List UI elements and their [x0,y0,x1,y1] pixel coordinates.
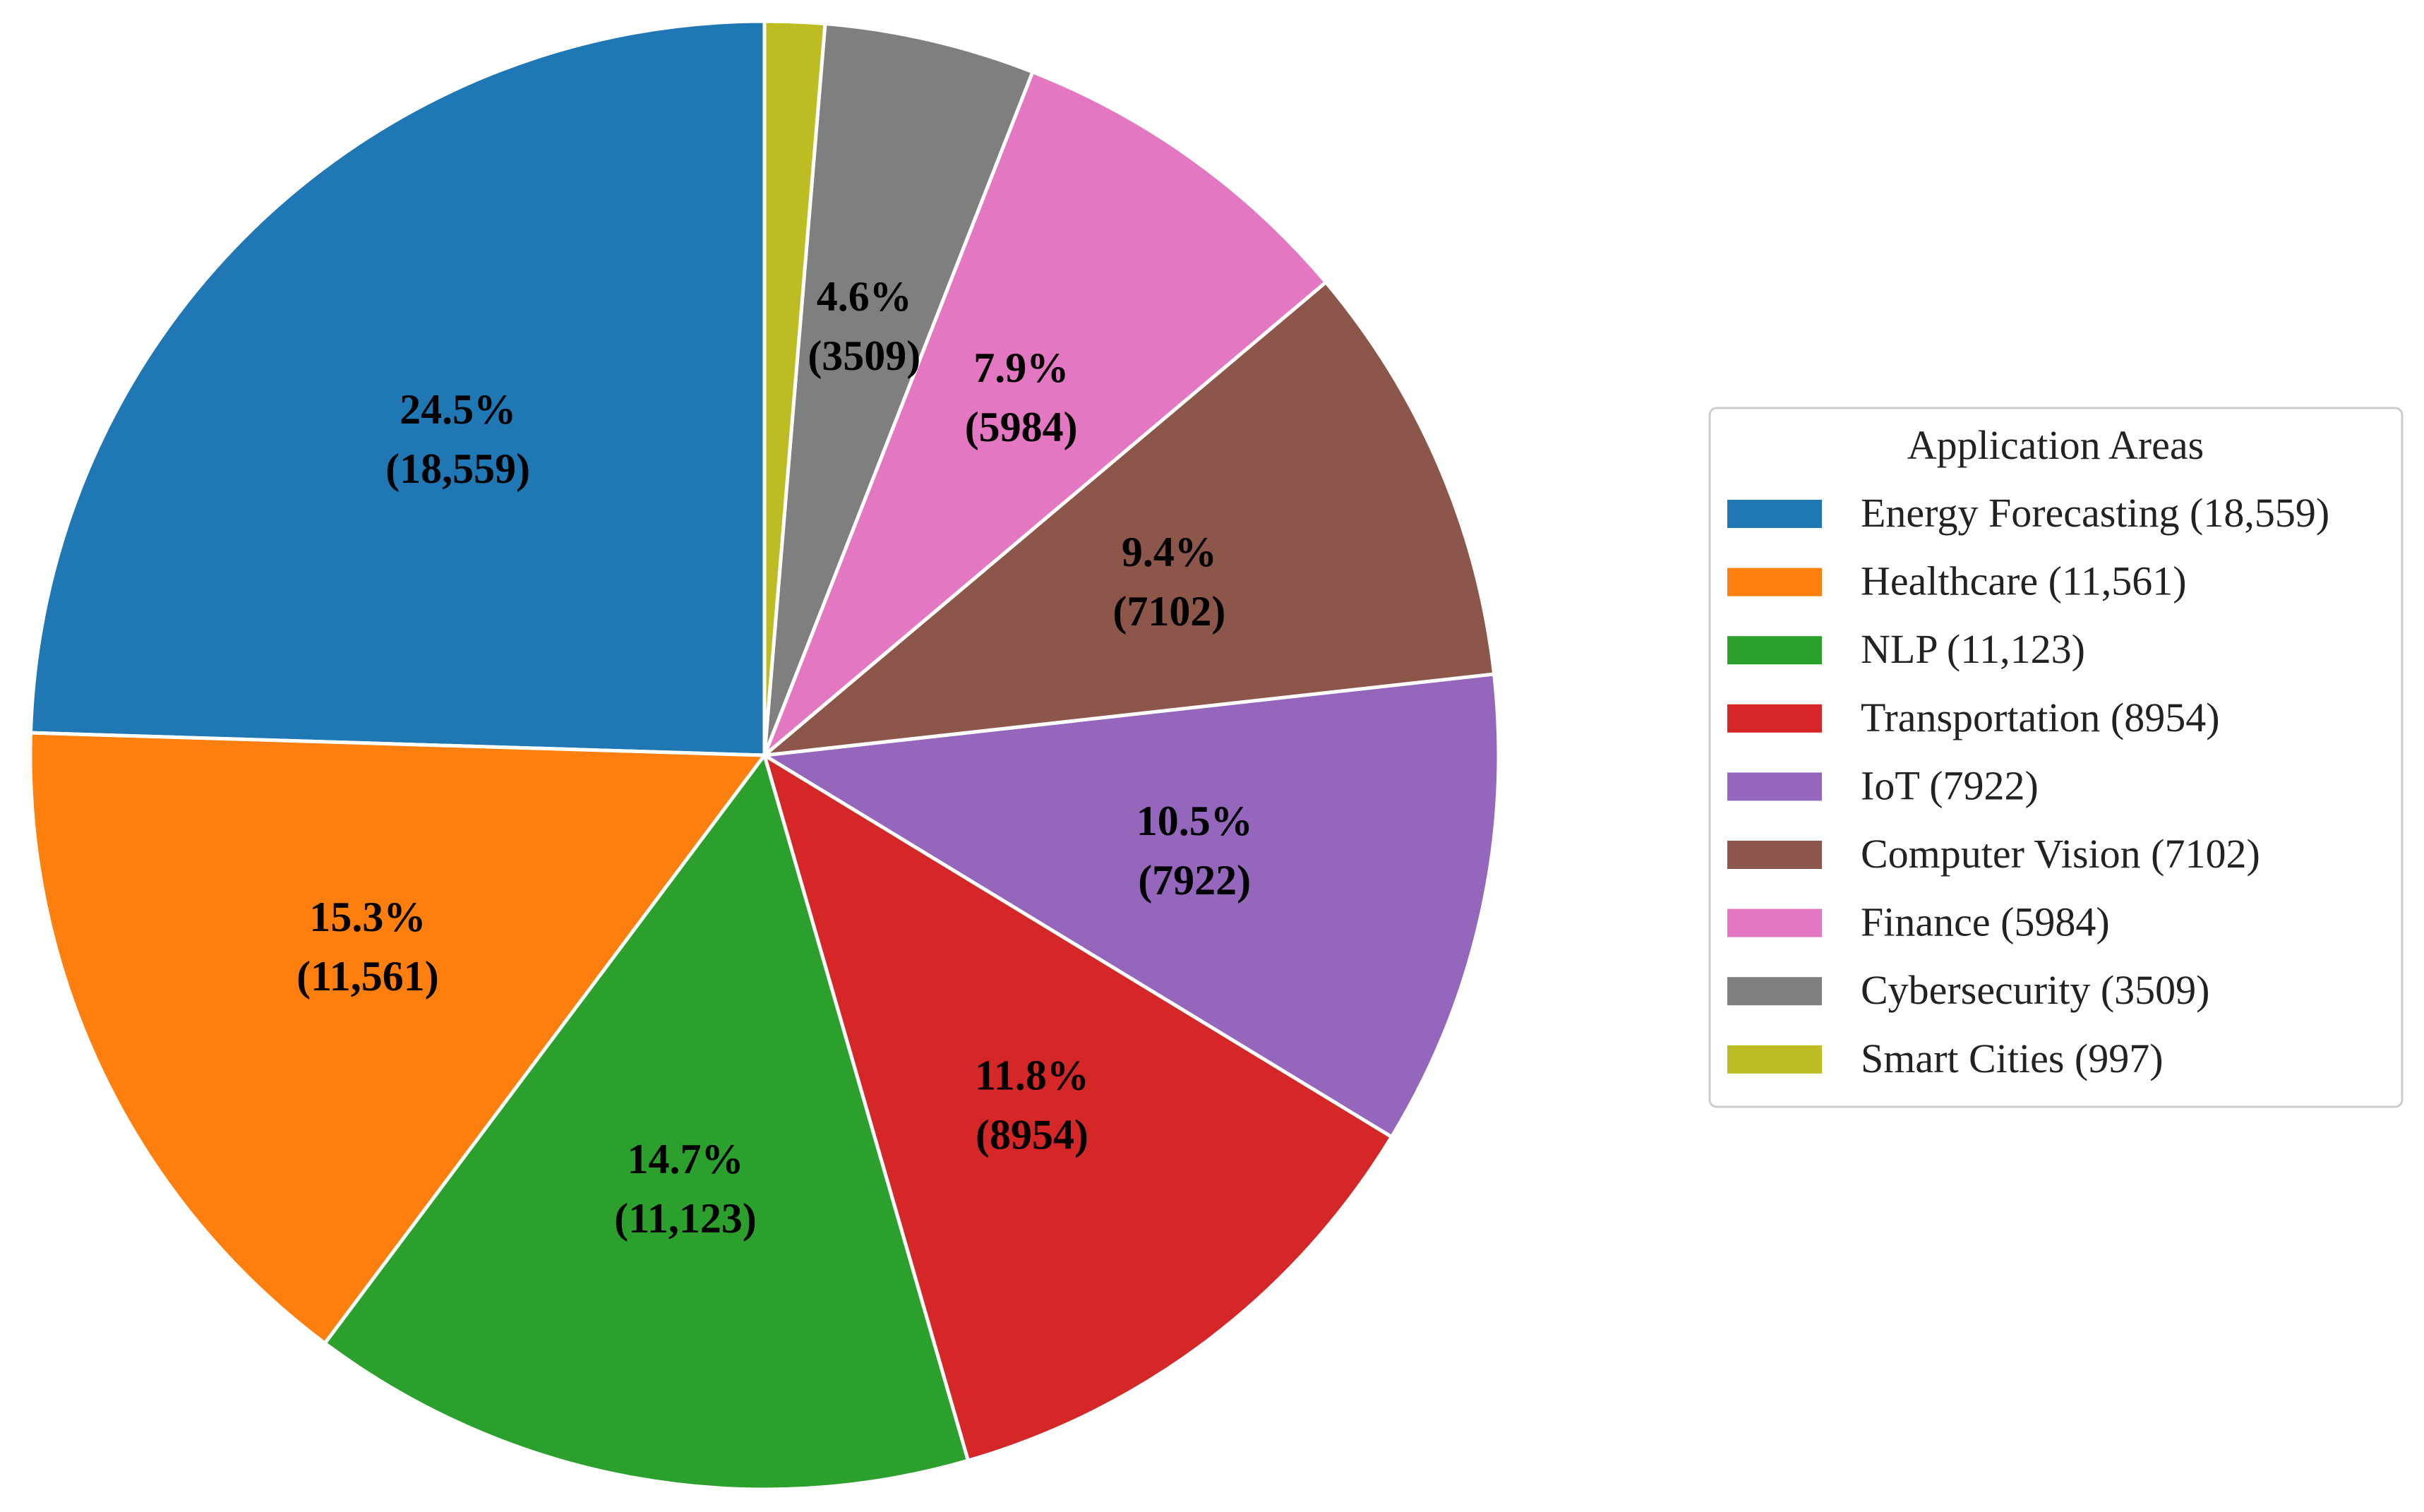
pie-slice-transportation [762,753,1393,1463]
legend-label: IoT (7922) [1861,762,2039,808]
legend-swatch [1727,772,1822,801]
legend-item-cybersecurity: Cybersecurity (3509) [1727,967,2209,1013]
legend-swatch [1727,841,1822,869]
legend-item-computer-vision: Computer Vision (7102) [1727,831,2260,877]
legend-title: Application Areas [1907,422,2204,468]
legend-items: Energy Forecasting (18,559) Healthcare (1… [1727,490,2329,1081]
legend-swatch [1727,568,1822,596]
legend-swatch [1727,704,1822,733]
slice-label-energy-forecasting: 24.5% (18,559) [385,386,530,492]
pie-slice-labels: 24.5% (18,559)15.3% (11,561)14.7% (11,123)1… [296,273,1253,1242]
slice-label-finance: 7.9% (5984) [965,344,1078,450]
legend-label: NLP (11,123) [1861,626,2085,672]
slice-value-label: (18,559) [385,445,530,492]
legend-swatch [1727,1045,1822,1074]
slice-percent-label: 24.5% [400,386,516,433]
pie-slice-nlp [323,753,971,1492]
legend-swatch [1727,908,1822,937]
legend-label: Energy Forecasting (18,559) [1861,490,2329,536]
legend-label: Finance (5984) [1861,899,2110,945]
legend-label: Healthcare (11,561) [1861,558,2187,604]
slice-percent-label: 10.5% [1136,798,1253,844]
pie-slice-smart-cities [762,19,827,757]
legend-swatch [1727,636,1822,665]
pie-slice-iot [762,672,1501,1139]
slice-percent-label: 4.6% [817,273,912,320]
legend: Application Areas Energy Forecasting (18… [1708,407,2404,1108]
slice-label-computer-vision: 9.4% (7102) [1112,529,1225,635]
slice-label-iot: 10.5% (7922) [1136,798,1253,904]
legend-frame [1708,407,2404,1108]
slice-percent-label: 11.8% [975,1052,1089,1099]
legend-label: Transportation (8954) [1861,695,2220,740]
pie-slice-energy-forecasting [28,19,767,757]
legend-item-smart-cities: Smart Cities (997) [1727,1036,2164,1081]
legend-item-nlp: NLP (11,123) [1727,626,2085,672]
slice-value-label: (3509) [808,332,920,379]
legend-swatch [1727,500,1822,528]
slice-value-label: (7102) [1112,588,1225,635]
slice-label-nlp: 14.7% (11,123) [614,1136,757,1242]
legend-item-transportation: Transportation (8954) [1727,695,2220,740]
slice-label-cybersecurity: 4.6% (3509) [808,273,920,379]
slice-value-label: (11,561) [296,953,439,1000]
pie-slice-healthcare [28,731,767,1345]
legend-label: Cybersecurity (3509) [1861,967,2209,1013]
pie-slice-finance [762,70,1328,757]
pie-slice-cybersecurity [762,22,1035,757]
legend-label: Computer Vision (7102) [1861,831,2260,877]
pie-slices [28,19,1501,1492]
slice-value-label: (7922) [1138,857,1251,904]
legend-item-healthcare: Healthcare (11,561) [1727,558,2187,604]
slice-percent-label: 14.7% [628,1136,744,1182]
slice-label-transportation: 11.8% (8954) [975,1052,1089,1158]
slice-value-label: (11,123) [614,1195,757,1242]
pie-slice-computer-vision [762,280,1496,757]
slice-percent-label: 15.3% [309,894,426,940]
legend-item-finance: Finance (5984) [1727,899,2110,945]
legend-item-energy-forecasting: Energy Forecasting (18,559) [1727,490,2329,536]
legend-label: Smart Cities (997) [1861,1036,2164,1081]
slice-percent-label: 7.9% [973,344,1069,391]
slice-value-label: (5984) [965,404,1078,450]
legend-item-iot: IoT (7922) [1727,762,2039,808]
slice-percent-label: 9.4% [1122,529,1217,575]
slice-value-label: (8954) [976,1112,1088,1158]
slice-label-healthcare: 15.3% (11,561) [296,894,439,1000]
legend-swatch [1727,977,1822,1006]
